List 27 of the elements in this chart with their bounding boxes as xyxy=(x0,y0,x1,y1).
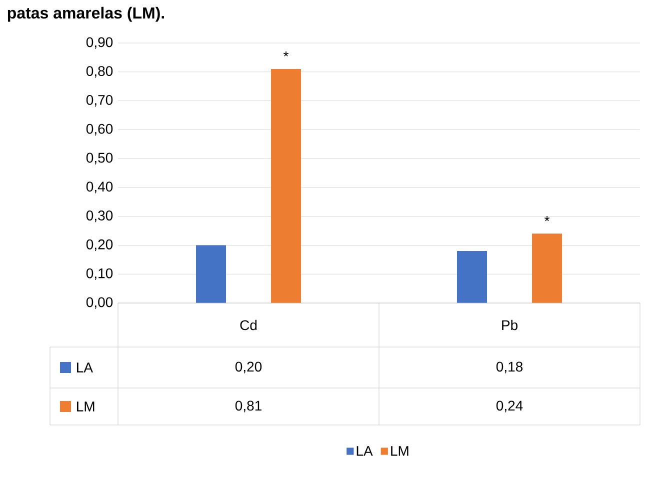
y-tick-label: 0,20 xyxy=(86,239,113,252)
y-tick-label: 0,90 xyxy=(86,37,113,49)
data-label: 0,24 xyxy=(496,400,523,412)
y-tick-label: 0,30 xyxy=(86,210,113,222)
chart-title: patas amarelas (LM). xyxy=(8,6,164,22)
bar xyxy=(271,69,301,303)
y-tick-label: 0,10 xyxy=(86,268,113,280)
bar xyxy=(532,234,562,303)
text: LA xyxy=(356,446,373,456)
text: LM xyxy=(77,402,94,412)
y-tick-label: 0,40 xyxy=(86,182,113,194)
y-tick-label: 0,50 xyxy=(86,152,113,164)
data-label: 0,18 xyxy=(496,362,523,374)
y-tick-label: 0,70 xyxy=(86,94,113,107)
data-label: 0,20 xyxy=(235,362,262,374)
y-tick-label: 0,60 xyxy=(86,124,113,136)
legend-label: LA xyxy=(77,362,93,372)
legend-label: LM xyxy=(391,446,408,456)
bar xyxy=(457,251,487,303)
bar xyxy=(196,245,226,303)
x-tick-label: Cd xyxy=(240,320,257,330)
data-label: 0,81 xyxy=(235,400,262,412)
y-tick-label: 0,00 xyxy=(86,297,113,309)
annotation: * xyxy=(283,52,289,56)
annotation: * xyxy=(544,216,550,222)
x-tick-label: Pb xyxy=(502,320,518,330)
y-tick-label: 0,80 xyxy=(86,66,113,78)
